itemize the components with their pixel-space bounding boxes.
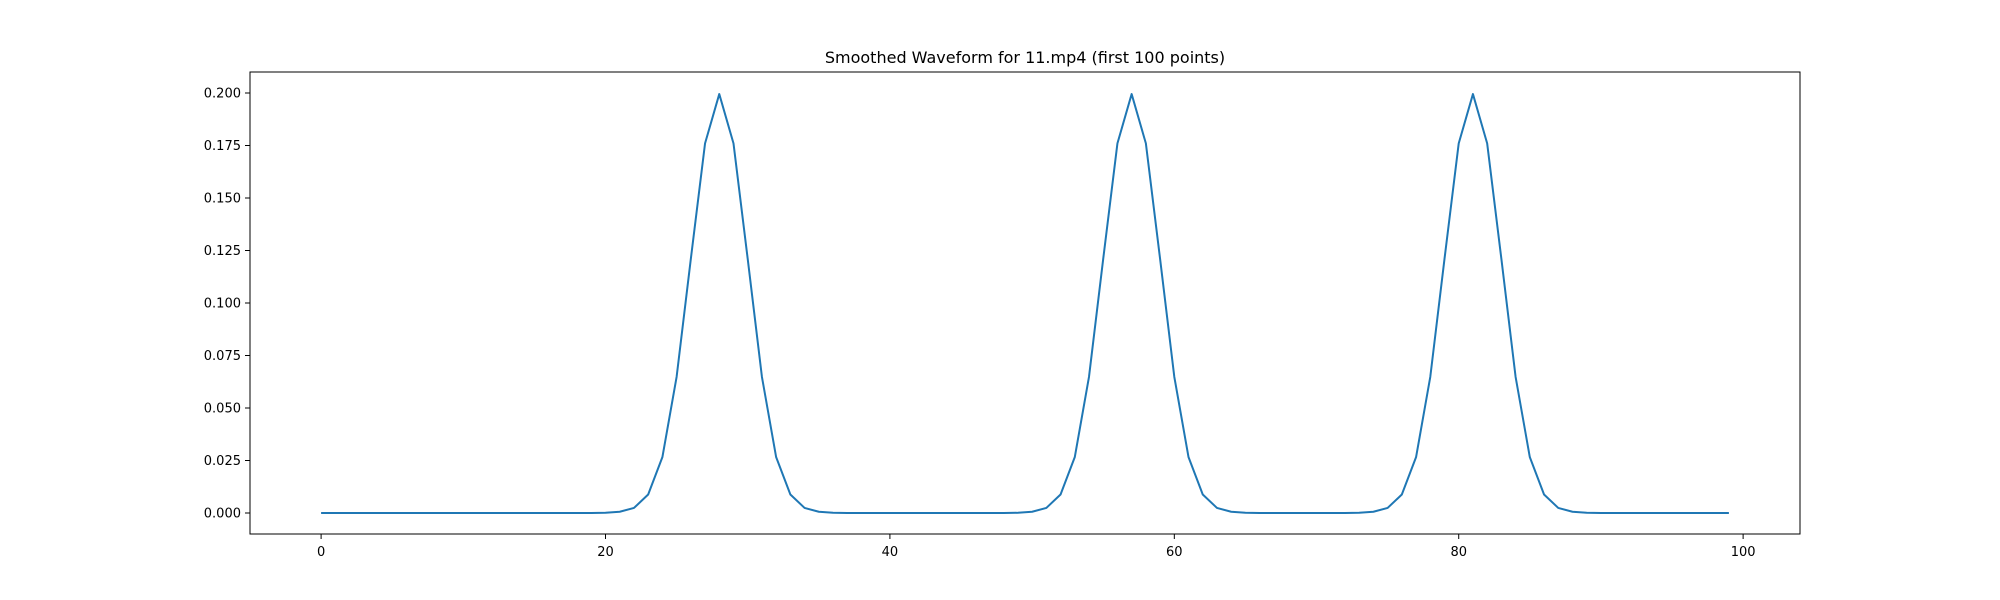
y-tick-label: 0.100 <box>204 297 241 312</box>
series-line-0 <box>321 93 1729 514</box>
x-tick-label: 80 <box>1450 545 1467 560</box>
y-tick-label: 0.200 <box>204 87 241 102</box>
x-tick-label: 40 <box>882 545 899 560</box>
plot-frame <box>249 71 1801 535</box>
y-axis: 0.000 0.025 0.050 0.075 0.100 0.125 0.150 0.175… <box>204 87 250 522</box>
x-tick-label: 60 <box>1166 545 1183 560</box>
y-tick-label: 0.050 <box>204 402 241 417</box>
plot-area <box>321 93 1729 514</box>
x-tick-label: 0 <box>317 545 325 560</box>
x-tick-label: 20 <box>597 545 614 560</box>
y-tick-label: 0.075 <box>204 349 241 364</box>
y-tick-label: 0.000 <box>204 507 241 522</box>
y-tick-label: 0.175 <box>204 139 241 154</box>
x-tick-label: 100 <box>1731 545 1756 560</box>
y-tick-label: 0.025 <box>204 454 241 469</box>
y-tick-label: 0.125 <box>204 244 241 259</box>
chart-title: Smoothed Waveform for 11.mp4 (first 100 … <box>825 48 1225 67</box>
y-tick-label: 0.150 <box>204 192 241 207</box>
x-axis: 0 20 40 60 80 100 <box>317 534 1756 560</box>
